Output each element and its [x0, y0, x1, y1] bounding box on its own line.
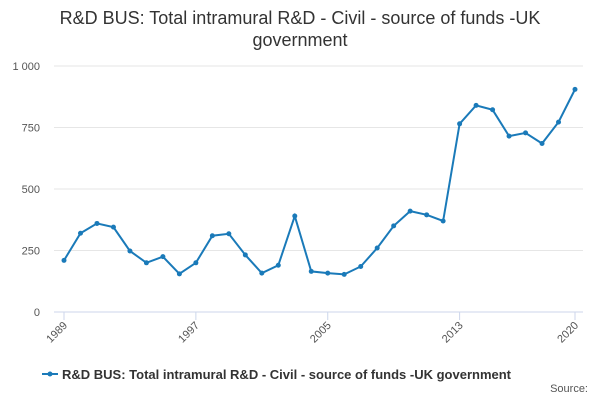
x-tick-label: 2020	[555, 320, 581, 346]
point	[424, 212, 430, 218]
point	[572, 86, 578, 92]
point	[61, 257, 67, 263]
y-tick-label: 1 000	[12, 61, 40, 73]
point	[440, 218, 446, 224]
point	[176, 271, 182, 277]
point	[539, 140, 545, 146]
point	[209, 233, 215, 239]
point	[341, 271, 347, 277]
legend-label: R&D BUS: Total intramural R&D - Civil - …	[62, 367, 512, 382]
x-tick-label: 1997	[176, 320, 202, 346]
chart-title: R&D BUS: Total intramural R&D - Civil - …	[60, 8, 541, 50]
point	[94, 220, 100, 226]
point	[143, 260, 149, 266]
point	[292, 213, 298, 219]
point	[391, 223, 397, 229]
y-tick-label: 500	[22, 184, 40, 196]
point	[325, 270, 331, 276]
x-tick-label: 2005	[308, 320, 334, 346]
point	[193, 260, 199, 266]
point	[523, 130, 529, 136]
legend-marker	[47, 371, 53, 377]
point	[457, 121, 463, 127]
point	[374, 245, 380, 251]
point	[160, 254, 166, 260]
point	[77, 230, 83, 236]
point	[358, 263, 364, 269]
y-tick-label: 0	[34, 307, 40, 319]
y-tick-label: 250	[22, 246, 40, 258]
point	[275, 262, 281, 268]
x-tick-label: 1989	[44, 320, 70, 346]
point	[473, 102, 479, 108]
series-line	[63, 88, 576, 276]
point	[490, 107, 496, 113]
point	[259, 270, 265, 276]
point	[407, 208, 413, 214]
point	[556, 119, 562, 125]
y-tick-label: 750	[22, 123, 40, 135]
x-tick-label: 2013	[440, 320, 466, 346]
point	[226, 231, 232, 237]
point	[110, 224, 116, 230]
point	[127, 248, 133, 254]
source-label: Source:	[550, 383, 588, 395]
point	[308, 268, 314, 274]
point	[506, 133, 512, 139]
point	[242, 252, 248, 258]
